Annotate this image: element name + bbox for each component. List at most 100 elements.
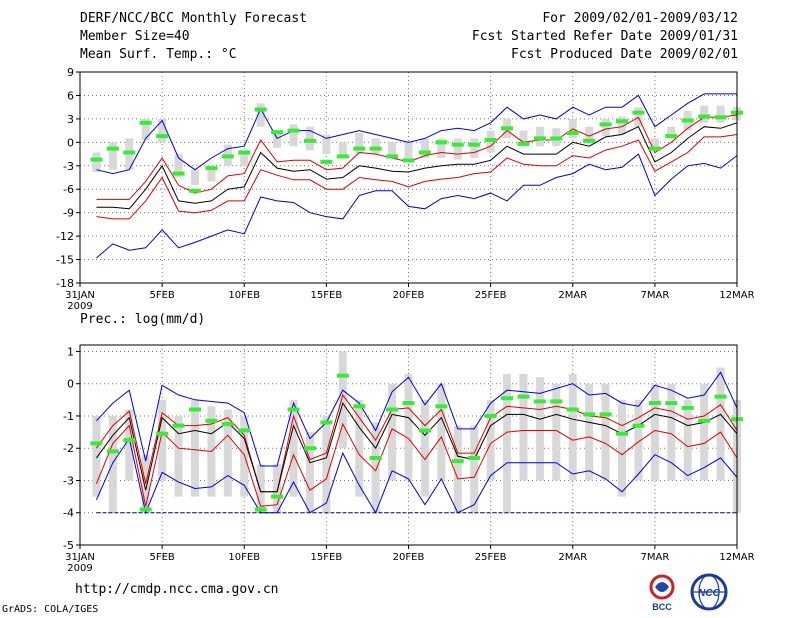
prec-ensemble-box <box>355 399 364 497</box>
prec-observed-marker <box>369 455 382 460</box>
prec-ytick-label: -1 <box>63 410 74 423</box>
prec-observed-marker <box>517 394 530 399</box>
prec-observed-marker <box>172 423 185 428</box>
prec-observed-marker <box>714 394 727 399</box>
temp-ensemble-box <box>388 142 397 158</box>
prec-ensemble-box <box>437 383 446 481</box>
temp-ytick-label: -6 <box>63 183 74 196</box>
temp-observed-marker <box>714 115 727 120</box>
prec-observed-marker <box>599 412 612 417</box>
prec-observed-marker <box>238 428 251 433</box>
temp-observed-marker <box>451 142 464 147</box>
produced-date-label: Fcst Produced Date 2009/02/01 <box>511 47 738 62</box>
prec-observed-marker <box>386 407 399 412</box>
prec-xtick-label: 20FEB <box>393 552 425 563</box>
temp-ytick-label: -12 <box>56 230 74 243</box>
prec-ensemble-box <box>174 415 183 497</box>
prec-observed-marker <box>336 373 349 378</box>
temp-ensemble-box <box>585 126 594 143</box>
prec-observed-marker <box>468 455 481 460</box>
prec-series-lower <box>95 422 738 507</box>
prec-ensemble-box <box>650 383 659 481</box>
prec-observed-marker <box>451 459 464 464</box>
temp-ensemble-box <box>92 152 101 173</box>
temp-series-max <box>96 93 737 175</box>
prec-ytick-label: -3 <box>63 474 74 487</box>
prec-observed-marker <box>303 446 316 451</box>
source-url[interactable]: http://cmdp.ncc.cma.gov.cn <box>75 582 279 597</box>
prec-ensemble-box <box>519 374 528 481</box>
temp-xtick-year-label: 2009 <box>67 301 92 312</box>
prec-ensemble-box <box>618 399 627 497</box>
prec-xtick-label: 2MAR <box>558 552 587 563</box>
temp-observed-marker <box>320 159 333 164</box>
prec-ensemble-box <box>92 415 101 497</box>
prec-xtick-label: 7MAR <box>640 552 669 563</box>
temp-observed-marker <box>238 150 251 155</box>
prec-ensemble-box <box>273 464 282 513</box>
prec-observed-marker <box>353 404 366 409</box>
prec-observed-marker <box>648 401 661 406</box>
prec-ensemble-box <box>108 415 117 513</box>
temp-ensemble-box <box>371 138 380 155</box>
prec-observed-marker <box>632 423 645 428</box>
temp-observed-marker <box>369 146 382 151</box>
prec-observed-marker <box>156 431 169 436</box>
temp-ensemble-box <box>355 132 364 155</box>
temp-observed-marker <box>517 141 530 146</box>
temp-observed-marker <box>106 146 119 151</box>
temp-series-lower <box>96 134 738 220</box>
temp-observed-marker <box>271 130 284 135</box>
temp-observed-marker <box>599 122 612 127</box>
prec-observed-marker <box>698 418 711 423</box>
temp-observed-marker <box>188 188 201 193</box>
prec-ytick-label: 1 <box>67 345 74 358</box>
member-size-label: Member Size=40 <box>80 29 190 44</box>
temp-ensemble-box <box>716 105 725 123</box>
prec-ytick-label: 0 <box>67 378 74 391</box>
temp-ytick-label: -9 <box>63 207 74 220</box>
prec-ensemble-box <box>503 374 512 513</box>
prec-xtick-label: 31JAN <box>65 552 95 563</box>
temp-ensemble-box <box>305 126 314 151</box>
prec-observed-marker <box>287 407 300 412</box>
temp-xtick-label: 2MAR <box>558 290 587 301</box>
prec-series-max <box>96 371 738 467</box>
bcc-logo: BCC <box>649 574 675 612</box>
temp-xtick-label: 31JAN <box>65 290 95 301</box>
temp-ytick-label: 6 <box>67 89 74 102</box>
temp-observed-marker <box>533 136 546 141</box>
temp-xtick-label: 5FEB <box>149 290 174 301</box>
prec-ensemble-box <box>716 367 725 481</box>
temp-observed-marker <box>336 154 349 159</box>
prec-ytick-label: -4 <box>63 507 74 520</box>
temp-observed-marker <box>484 137 497 142</box>
prec-ensemble-box <box>338 351 347 449</box>
temp-ytick-label: 0 <box>67 136 74 149</box>
chart-title: DERF/NCC/BCC Monthly Forecast <box>80 11 307 26</box>
temp-observed-marker <box>90 157 103 162</box>
prec-observed-marker <box>123 438 136 443</box>
prec-observed-marker <box>221 422 234 427</box>
prec-xtick-label: 12MAR <box>719 552 754 563</box>
temp-observed-marker <box>386 154 399 159</box>
temp-ensemble-box <box>190 169 199 186</box>
temp-ensemble-box <box>207 165 216 182</box>
temp-ensemble-box <box>519 130 528 145</box>
temp-observed-marker <box>172 171 185 176</box>
temp-observed-marker <box>287 128 300 133</box>
prec-ensemble-box <box>568 374 577 481</box>
temp-ensemble-box <box>420 138 429 158</box>
temp-ensemble-box <box>108 142 117 170</box>
temp-ytick-label: -3 <box>63 160 74 173</box>
prec-observed-marker <box>106 449 119 454</box>
temp-ensemble-box <box>601 118 610 137</box>
temp-ytick-label: -18 <box>56 277 74 290</box>
temp-observed-marker <box>205 166 218 171</box>
temp-observed-marker <box>616 119 629 124</box>
prec-observed-marker <box>616 431 629 436</box>
prec-observed-marker <box>90 441 103 446</box>
prec-xtick-label: 10FEB <box>228 552 260 563</box>
variable-label: Mean Surf. Temp.: °C <box>80 47 237 62</box>
